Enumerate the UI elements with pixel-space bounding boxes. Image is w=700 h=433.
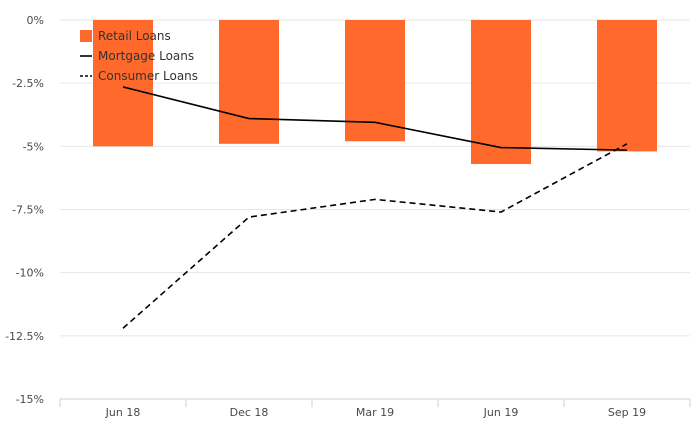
legend-label-retail-loans: Retail Loans bbox=[98, 29, 171, 43]
legend-label-consumer-loans: Consumer Loans bbox=[98, 69, 198, 83]
x-tick-label: Mar 19 bbox=[356, 406, 394, 419]
y-tick-label: 0% bbox=[27, 14, 44, 27]
line-layer bbox=[122, 86, 628, 329]
x-tick-label: Dec 18 bbox=[230, 406, 269, 419]
line-mortgage-loans bbox=[122, 86, 628, 151]
grid-layer bbox=[60, 19, 690, 337]
x-tick-label: Jun 19 bbox=[483, 406, 519, 419]
bar-retail-loans bbox=[597, 20, 657, 152]
y-tick-label: -10% bbox=[16, 267, 44, 280]
legend-label-mortgage-loans: Mortgage Loans bbox=[98, 49, 194, 63]
legend: Retail Loans Mortgage Loans Consumer Loans bbox=[80, 29, 198, 83]
axis-layer: 0% -2.5% -5% -7.5% -10% -12.5% -15% Jun 18 Dec 1… bbox=[5, 14, 691, 419]
y-tick-label: -15% bbox=[16, 393, 44, 406]
bar-retail-loans bbox=[93, 20, 153, 147]
legend-swatch-retail-loans bbox=[80, 30, 92, 42]
y-tick-label: -2.5% bbox=[12, 77, 44, 90]
y-tick-label: -7.5% bbox=[12, 204, 44, 217]
y-tick-label: -12.5% bbox=[5, 330, 44, 343]
line-consumer-loans bbox=[122, 143, 628, 329]
x-tick-label: Jun 18 bbox=[105, 406, 141, 419]
bar-layer bbox=[93, 20, 657, 165]
y-tick-label: -5% bbox=[23, 140, 44, 153]
bar-retail-loans bbox=[219, 20, 279, 144]
bar-retail-loans bbox=[471, 20, 531, 165]
x-tick-label: Sep 19 bbox=[608, 406, 646, 419]
